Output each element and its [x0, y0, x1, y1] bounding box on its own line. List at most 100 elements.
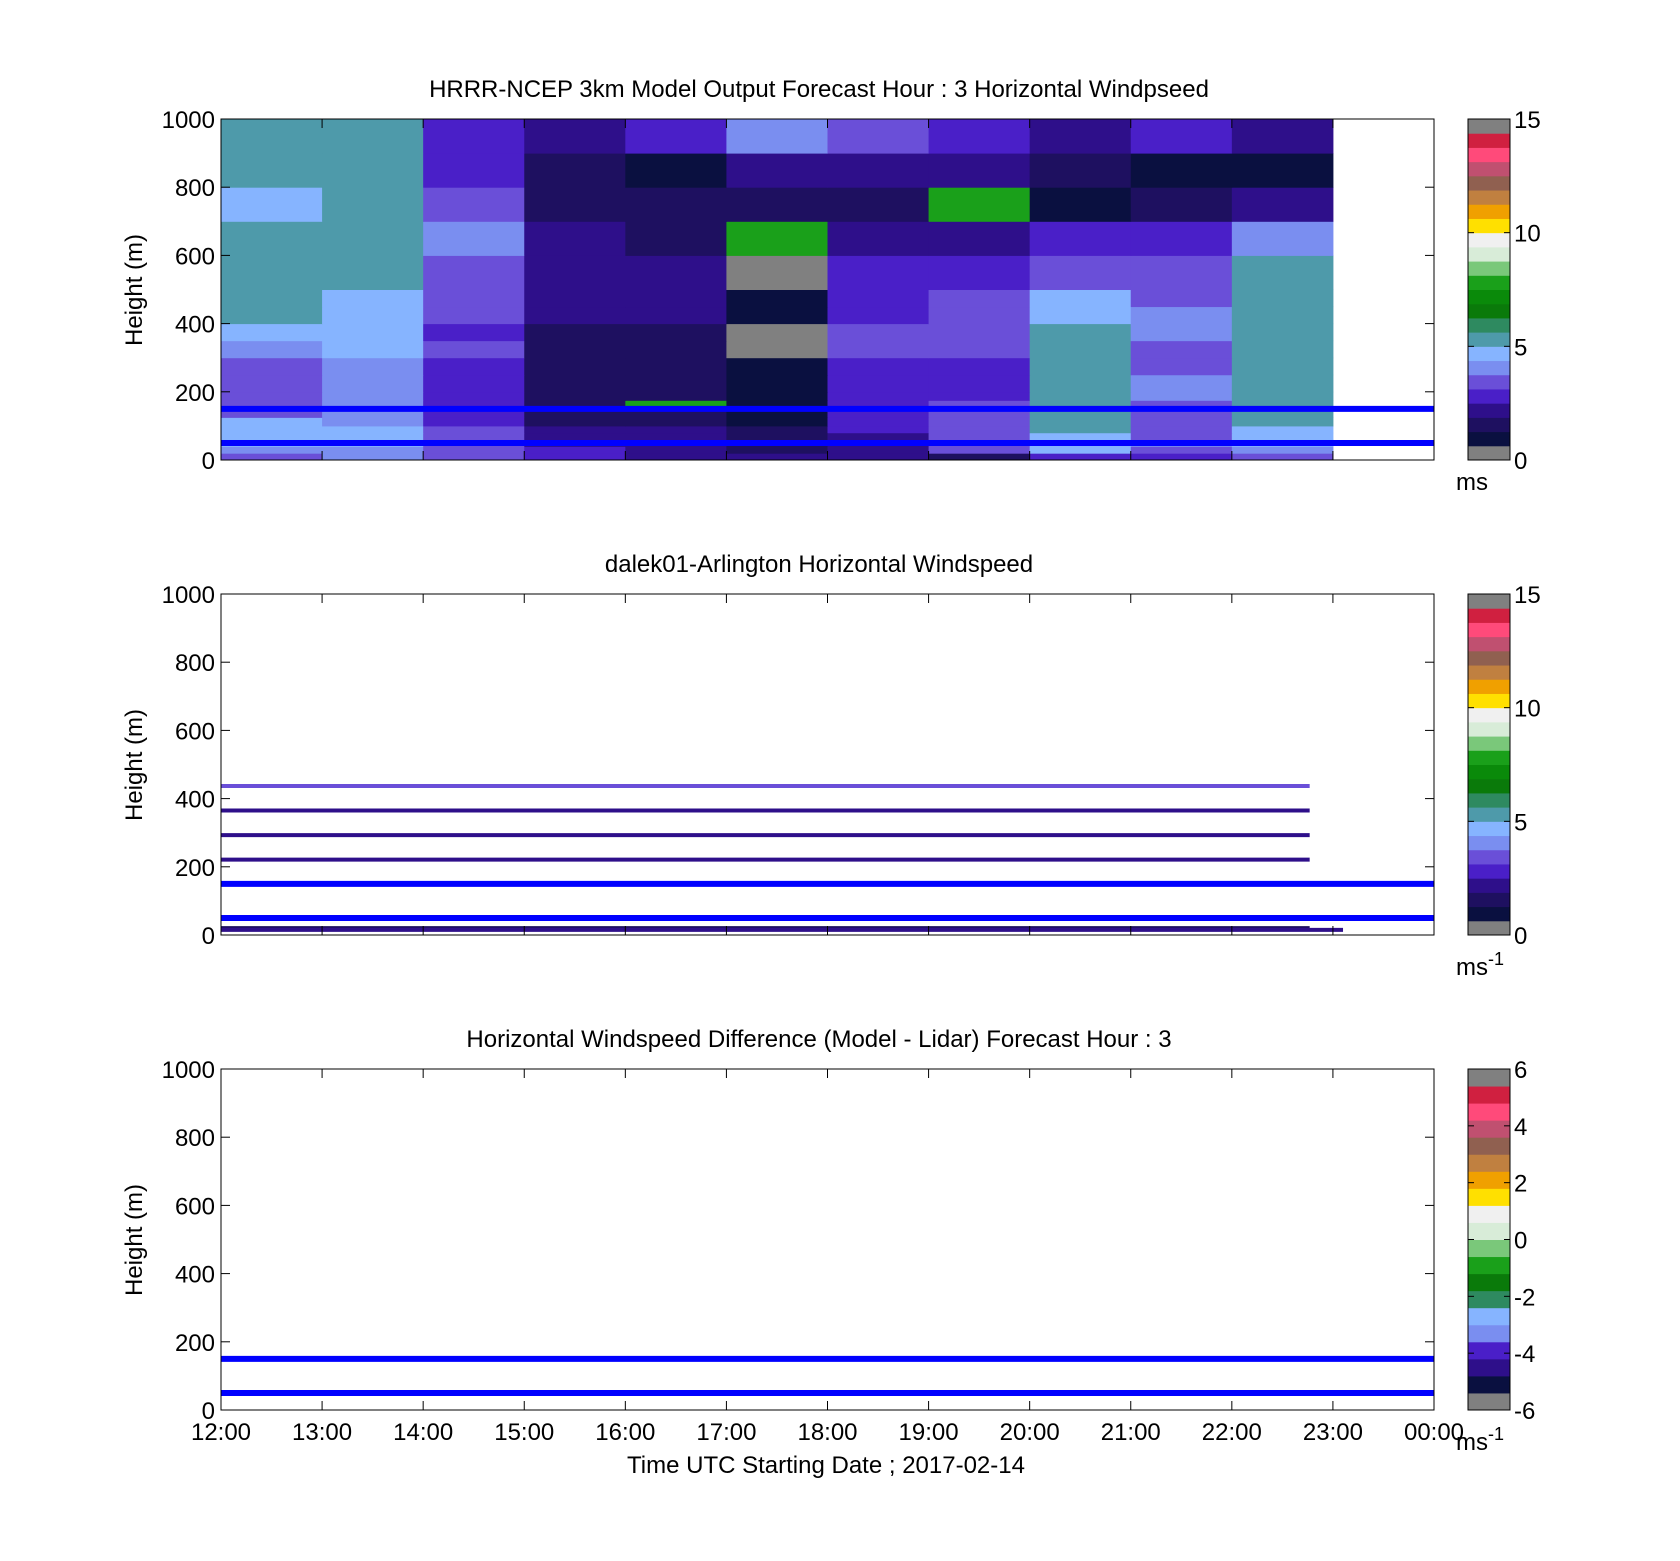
heatmap-cell — [827, 446, 930, 454]
heatmap-cell — [423, 119, 525, 154]
heatmap-cell — [726, 391, 828, 401]
heatmap-cell — [827, 400, 930, 410]
heatmap-cell — [524, 340, 626, 359]
heatmap-cell — [221, 221, 323, 256]
heatmap-cell — [726, 453, 828, 461]
colorbar-tick-label: 5 — [1514, 809, 1527, 836]
colorbar-segment — [1468, 261, 1510, 276]
heatmap-cell — [1130, 357, 1233, 376]
colorbar-frame — [1467, 593, 1511, 936]
colorbar-segment — [1468, 594, 1510, 609]
colorbar-tick-label: -4 — [1514, 1341, 1535, 1368]
colorbar-segment — [1468, 403, 1510, 418]
colorbar-segment — [1468, 721, 1510, 737]
y-tick-label: 0 — [202, 923, 215, 950]
heatmap-cell — [625, 340, 727, 359]
y-axis-label: Height (m) — [121, 1184, 148, 1296]
colorbar-segment — [1468, 190, 1510, 205]
colorbar-segment — [1468, 317, 1510, 333]
heatmap-cell — [221, 417, 323, 427]
colorbar-tick-label: 2 — [1514, 1171, 1527, 1198]
heatmap-cell — [827, 255, 930, 290]
heatmap-cell — [827, 408, 930, 418]
colorbar-segment — [1468, 246, 1510, 262]
x-tick-label: 12:00 — [191, 1419, 251, 1446]
colorbar-tick-label: 15 — [1514, 582, 1541, 609]
heatmap-cell — [928, 432, 1031, 441]
colorbar-segment — [1468, 1103, 1510, 1121]
colorbar: 0 5 10 15 — [1467, 582, 1541, 950]
colorbar-segment — [1468, 892, 1510, 908]
heatmap-cell — [827, 340, 930, 359]
colorbar-tick-label: 10 — [1514, 696, 1541, 723]
colorbar-segment — [1468, 693, 1510, 709]
heatmap-cell — [928, 187, 1031, 222]
heatmap-cell — [827, 417, 930, 427]
heatmap-cell — [1231, 446, 1334, 454]
y-tick-label: 400 — [175, 787, 215, 814]
colorbar-segment — [1468, 1392, 1510, 1411]
heatmap-cell — [726, 187, 828, 222]
heatmap-cell — [524, 153, 626, 188]
heatmap-cell — [726, 323, 828, 342]
heatmap-cell — [221, 446, 323, 454]
x-tick-label: 17:00 — [696, 1419, 756, 1446]
colorbar-segment — [1468, 650, 1510, 666]
heatmap-cell — [1231, 453, 1334, 461]
colorbar-tick-label: -6 — [1514, 1398, 1535, 1425]
colorbar-segment — [1468, 878, 1510, 893]
heatmap-cell — [221, 374, 323, 393]
colorbar-segment — [1468, 147, 1510, 163]
heatmap-cell — [221, 306, 323, 325]
heatmap-cell — [827, 187, 930, 222]
heatmap-cell — [928, 153, 1031, 188]
heatmap-cell — [322, 446, 424, 454]
colorbar-segment — [1468, 906, 1510, 922]
lidar-lines — [221, 783, 1344, 932]
colorbar-segment — [1468, 218, 1510, 234]
colorbar-segment — [1468, 332, 1510, 347]
colorbar-segment — [1468, 736, 1510, 751]
heatmap-cell — [625, 289, 727, 308]
heatmap-cell — [322, 255, 424, 290]
heatmap-cell — [524, 408, 626, 418]
heatmap-cell — [1231, 340, 1334, 359]
heatmap-cell — [322, 425, 424, 434]
heatmap-cell — [322, 289, 424, 308]
heatmap-cell — [625, 153, 727, 188]
heatmap-cell — [1029, 391, 1132, 401]
heatmap-cell — [1029, 446, 1132, 454]
heatmap-cell — [625, 432, 727, 441]
colorbar-unit-label: ms-1 — [1456, 949, 1504, 981]
x-tick-label: 13:00 — [292, 1419, 352, 1446]
reference-lines — [221, 880, 1434, 921]
heatmap-cell — [221, 432, 323, 441]
heatmap-cell — [423, 417, 525, 427]
colorbar-segment — [1468, 920, 1510, 936]
heatmap-cell — [1029, 187, 1132, 222]
heatmap-cell — [221, 153, 323, 188]
heatmap-cell — [1130, 255, 1233, 290]
heatmap-cell — [221, 119, 323, 154]
colorbar-segment — [1468, 1086, 1510, 1104]
x-tick-label: 20:00 — [1000, 1419, 1060, 1446]
lidar-windspeed-panel: dalek01-Arlington Horizontal Windspeed H… — [121, 551, 1541, 981]
heatmap-cell — [625, 119, 727, 154]
heatmap-cell — [625, 374, 727, 393]
heatmap-cell — [1130, 221, 1233, 256]
heatmap-cell — [423, 446, 525, 454]
heatmap-cell — [322, 357, 424, 376]
heatmap-cell — [423, 255, 525, 290]
colorbar-unit-exponent: -1 — [1488, 1424, 1504, 1444]
heatmap-cell — [1231, 400, 1334, 410]
colorbar-segment — [1468, 289, 1510, 305]
heatmap-cell — [1029, 221, 1132, 256]
heatmap-cell — [322, 306, 424, 325]
heatmap-cell — [524, 374, 626, 393]
y-tick-label: 1000 — [162, 1057, 215, 1084]
heatmap-cell — [827, 432, 930, 441]
heatmap-cell — [928, 446, 1031, 454]
model-windspeed-panel: HRRR-NCEP 3km Model Output Forecast Hour… — [121, 76, 1541, 496]
colorbar-segment — [1468, 807, 1510, 822]
heatmap-cell — [827, 153, 930, 188]
